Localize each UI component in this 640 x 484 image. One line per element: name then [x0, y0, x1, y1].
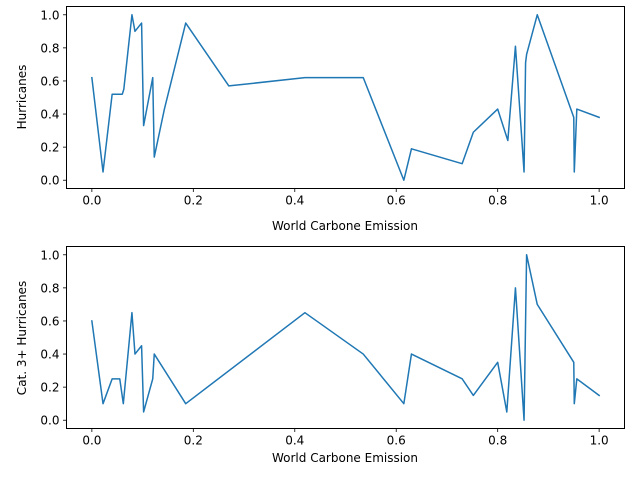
subplot-hurricanes: 0.0 0.2 0.4 0.6 0.8 1.0 0.0 0.2 0.4 0.6 0.8 1.0 Wo…: [15, 6, 625, 233]
x-tick-label: 0.2: [184, 194, 203, 208]
y-tick-label: 0.6: [40, 314, 59, 328]
x-axis-ticks: 0.0 0.2 0.4 0.6 0.8 1.0: [82, 428, 609, 448]
y-axis-ticks: 0.0 0.2 0.4 0.6 0.8 1.0: [40, 8, 67, 188]
x-axis-label: World Carbone Emission: [272, 219, 418, 233]
x-tick-label: 0.6: [387, 434, 406, 448]
y-axis-label: Cat. 3+ Hurricanes: [15, 281, 29, 395]
x-axis-ticks: 0.0 0.2 0.4 0.6 0.8 1.0: [82, 188, 609, 208]
y-axis-label: Hurricanes: [15, 65, 29, 130]
y-tick-label: 0.2: [40, 381, 59, 395]
y-tick-label: 0.8: [40, 41, 59, 55]
y-tick-label: 0.8: [40, 281, 59, 295]
y-tick-label: 0.2: [40, 141, 59, 155]
x-tick-label: 1.0: [590, 434, 609, 448]
y-tick-label: 0.0: [40, 414, 59, 428]
x-tick-label: 0.2: [184, 434, 203, 448]
x-axis-label: World Carbone Emission: [272, 451, 418, 465]
data-lines: [91, 254, 601, 421]
subplot-cat3-hurricanes: 0.0 0.2 0.4 0.6 0.8 1.0 0.0 0.2 0.4 0.6 0.8 1.0 Wo…: [15, 246, 625, 465]
x-tick-label: 0.8: [488, 194, 507, 208]
x-tick-label: 0.8: [488, 434, 507, 448]
y-tick-label: 1.0: [40, 8, 59, 22]
y-tick-label: 1.0: [40, 248, 59, 262]
series-line-0: [91, 14, 601, 181]
axes-frame: [66, 246, 625, 429]
x-tick-label: 0.0: [82, 194, 101, 208]
series-line-0: [91, 254, 601, 421]
x-tick-label: 0.4: [285, 434, 304, 448]
y-tick-label: 0.4: [40, 108, 59, 122]
y-tick-label: 0.0: [40, 174, 59, 188]
data-lines: [91, 14, 601, 181]
y-tick-label: 0.4: [40, 348, 59, 362]
x-tick-label: 1.0: [590, 194, 609, 208]
x-tick-label: 0.6: [387, 194, 406, 208]
axes-frame: [66, 6, 625, 189]
x-tick-label: 0.0: [82, 434, 101, 448]
x-tick-label: 0.4: [285, 194, 304, 208]
y-tick-label: 0.6: [40, 74, 59, 88]
y-axis-ticks: 0.0 0.2 0.4 0.6 0.8 1.0: [40, 248, 67, 428]
